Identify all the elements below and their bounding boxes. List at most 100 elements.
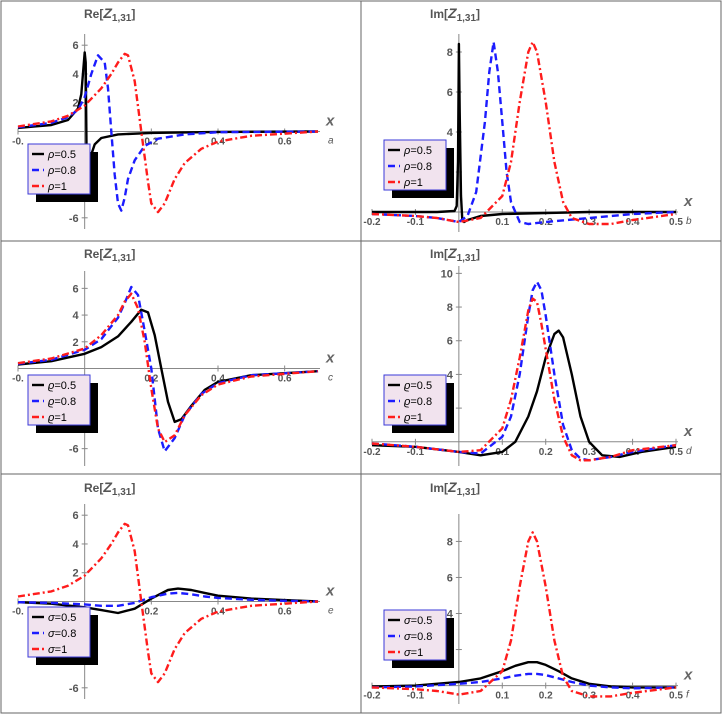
panel-a-xtick-label: 0.4 <box>211 137 225 148</box>
panel-c-series-3 <box>17 292 319 444</box>
panel-d: Im[Z1,31]-0.2-0.10.10.20.30.40.5108642xd… <box>363 245 693 466</box>
panel-e-ytick-label: -6 <box>69 683 79 695</box>
legend-label: σ=0.8 <box>48 628 76 640</box>
panel-c: Re[Z1,31]-0. 0.2 0.4 0.6642-6xcϱ=0.5ϱ=0.8ϱ=… <box>12 245 335 466</box>
panel-b-xtick-label: 0.4 <box>626 217 640 228</box>
panel-f-legend: σ=0.5 σ=0.8 σ=1 <box>383 609 454 668</box>
panel-f-title: Im[Z1,31] <box>430 479 480 498</box>
panel-c-legend: ϱ=0.5 ϱ=0.8 ϱ=1 <box>27 374 98 433</box>
panel-f-series-3 <box>371 531 677 698</box>
panel-d-xtick-label: 0.2 <box>539 447 553 458</box>
panel-a-ytick-label: 4 <box>73 69 80 81</box>
panel-e-legend: σ=0.5 σ=0.8 σ=1 <box>27 606 98 665</box>
legend-label: ρ=1 <box>403 177 423 189</box>
legend-label: ϱ=0.8 <box>404 396 432 408</box>
panel-b-title: Im[Z1,31] <box>430 5 480 24</box>
legend-label: σ=1 <box>404 647 423 659</box>
panel-b-xtick-label: 0.3 <box>582 217 596 228</box>
panel-d-legend: ϱ=0.5 ϱ=0.8 ϱ=1 <box>383 374 454 433</box>
panel-c-ytick-label: 4 <box>73 310 80 322</box>
panel-c-ytick-label: -6 <box>69 444 79 456</box>
panel-a-xlabel: x <box>325 113 335 130</box>
panel-a-ytick-label: 2 <box>73 98 79 110</box>
legend-label: ϱ=1 <box>48 412 67 424</box>
panel-a-xtick-label: 0.6 <box>278 137 292 148</box>
panel-e-xtick-label: 0.6 <box>278 607 292 618</box>
legend-label: ϱ=0.5 <box>404 380 432 392</box>
panel-c-xtick-label: 0.6 <box>278 374 292 385</box>
legend-label: σ=0.5 <box>48 612 76 624</box>
panel-d-xtick-label: -0.2 <box>363 447 381 458</box>
panel-e-ytick-label: 4 <box>73 539 80 551</box>
legend-label: σ=0.8 <box>404 631 432 643</box>
panel-f-xlabel: x <box>683 667 693 684</box>
panel-e-ytick-label: 2 <box>73 568 79 580</box>
panel-d-ytick-label: 6 <box>447 336 453 348</box>
legend-label: ϱ=0.5 <box>48 380 76 392</box>
legend-label: σ=1 <box>48 644 67 656</box>
panel-b-series-1 <box>372 42 676 224</box>
panel-e: Re[Z1,31]-0. 0.2 0.4 0.6642-6xeσ=0.5σ=0.8σ=… <box>12 479 335 699</box>
panel-c-xlabel: x <box>325 350 335 367</box>
panel-e-xlabel: x <box>325 583 335 600</box>
panel-d-letter: d <box>686 446 692 457</box>
panel-a-series-3 <box>17 52 319 214</box>
panel-f-xtick-label: -0.1 <box>407 691 425 702</box>
panel-a-series-2 <box>17 54 319 212</box>
legend-label: ρ=1 <box>47 181 67 193</box>
panel-d-xtick-label: -0.1 <box>407 447 425 458</box>
panel-e-letter: e <box>328 606 334 617</box>
panel-f-ytick-label: 6 <box>447 572 453 584</box>
panel-c-series-2 <box>17 285 319 453</box>
panel-c-title: Re[Z1,31] <box>84 245 135 264</box>
panel-e-xtick-label: -0. <box>12 607 24 618</box>
panel-c-ytick-label: 6 <box>73 283 79 295</box>
panel-f-ytick-label: 4 <box>447 609 454 621</box>
legend-label: ϱ=0.8 <box>48 396 76 408</box>
panel-c-letter: c <box>328 373 333 384</box>
panel-f-xtick-label: 0.5 <box>669 691 683 702</box>
panel-f-xtick-label: 0.2 <box>539 691 553 702</box>
panel-a-letter: a <box>328 136 334 147</box>
panel-d-ytick-label: 10 <box>441 268 453 280</box>
legend-label: ϱ=1 <box>404 412 423 424</box>
panel-d-xtick-label: 0.5 <box>669 447 683 458</box>
panel-b-xtick-label: -0.1 <box>407 217 425 228</box>
panel-f-series-2 <box>371 672 677 690</box>
panel-f-xtick-label: 0.4 <box>626 691 640 702</box>
panel-b-xtick-label: 0.2 <box>539 217 553 228</box>
panel-e-xtick-label: 0.4 <box>211 607 225 618</box>
panel-f-letter: f <box>686 690 690 701</box>
panel-d-ytick-label: 4 <box>447 369 454 381</box>
panel-b-series-3 <box>371 40 677 226</box>
panel-d-title: Im[Z1,31] <box>430 245 480 264</box>
panel-d-ytick-label: 8 <box>447 302 453 314</box>
panel-f-ytick-label: 8 <box>447 536 453 548</box>
panel-b-ytick-label: 4 <box>447 127 454 139</box>
panel-a-xtick-label: -0. <box>12 137 24 148</box>
panel-b: Im[Z1,31]-0.2-0.10.10.20.30.40.58642xbρ=… <box>363 5 693 232</box>
panel-a-legend: ρ=0.5 ρ=0.8 ρ=1 <box>27 143 98 202</box>
panel-c-xtick-label: -0. <box>12 374 24 385</box>
panel-d-series-3 <box>371 297 677 462</box>
panel-f: Im[Z1,31]-0.2-0.10.10.20.30.40.58642xfσ=… <box>363 479 693 704</box>
panel-a-title: Re[Z1,31] <box>84 5 135 24</box>
legend-label: ρ=0.8 <box>47 165 76 177</box>
panel-b-xlabel: x <box>683 193 693 210</box>
panel-b-legend: ρ=0.5 ρ=0.8 ρ=1 <box>383 139 454 198</box>
panel-b-ytick-label: 8 <box>447 47 453 59</box>
panel-a-ytick-label: 6 <box>73 40 79 52</box>
legend-label: ρ=0.8 <box>403 161 432 173</box>
panel-b-xtick-label: -0.2 <box>363 217 381 228</box>
panel-a: Re[Z1,31]-0. 0.2 0.4 0.6642-6xaρ=0.5ρ=0.8ρ=… <box>12 5 335 229</box>
legend-label: ρ=0.5 <box>47 149 76 161</box>
panel-c-ytick-label: 2 <box>73 337 79 349</box>
panel-c-series-1 <box>17 308 319 424</box>
panel-e-xtick-label: 0.2 <box>144 607 158 618</box>
panel-a-ytick-label: -6 <box>69 213 79 225</box>
panel-e-series-3 <box>17 522 319 684</box>
panel-d-series-1 <box>371 329 677 459</box>
panel-b-xtick-label: 0.1 <box>495 217 509 228</box>
